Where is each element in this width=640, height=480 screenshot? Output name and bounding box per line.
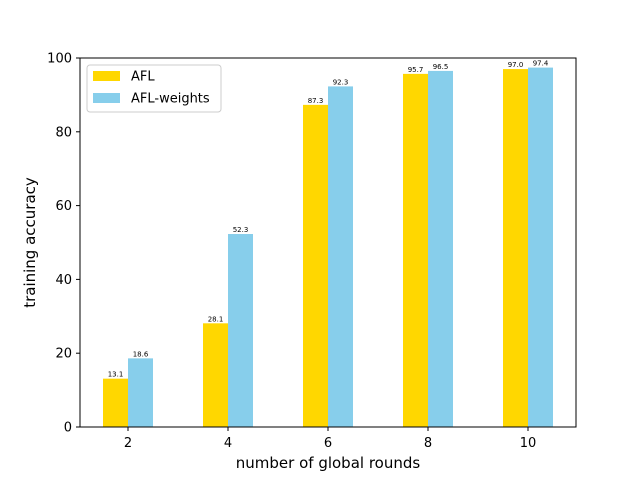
legend: AFL AFL-weights xyxy=(86,64,222,113)
bars-layer xyxy=(103,67,553,428)
data-label-afl-6: 87.3 xyxy=(308,97,324,105)
y-tick-label-40: 40 xyxy=(55,273,72,288)
x-tick-label-2: 2 xyxy=(124,436,132,451)
bar-afl-10 xyxy=(503,69,528,427)
bar-afl-weights-8 xyxy=(428,70,453,427)
y-tick-label-100: 100 xyxy=(47,52,72,67)
x-tick-label-6: 6 xyxy=(324,436,332,451)
x-tick-label-10: 10 xyxy=(520,436,537,451)
bar-afl-weights-10 xyxy=(528,67,553,428)
data-label-afl-weights-10: 97.4 xyxy=(533,60,549,68)
data-label-afl-4: 28.1 xyxy=(208,315,224,323)
y-axis-label: training accuracy xyxy=(21,177,39,308)
x-tick-label-8: 8 xyxy=(424,436,432,451)
bar-afl-8 xyxy=(403,73,428,427)
legend-swatch-afl-weights xyxy=(93,93,120,103)
legend-swatch-afl xyxy=(93,71,120,81)
data-labels-layer: 13.1 18.6 28.1 52.3 87.3 92.3 95.7 96.5 97.0 97.4 xyxy=(108,60,549,379)
bar-afl-weights-6 xyxy=(328,86,353,428)
bar-afl-4 xyxy=(203,323,228,427)
bar-afl-2 xyxy=(103,378,128,427)
data-label-afl-weights-4: 52.3 xyxy=(233,226,249,234)
data-label-afl-weights-2: 18.6 xyxy=(133,350,149,358)
bar-afl-weights-2 xyxy=(128,358,153,427)
legend-box xyxy=(86,64,222,113)
data-label-afl-2: 13.1 xyxy=(108,371,124,379)
bar-afl-6 xyxy=(303,104,328,427)
bar-afl-weights-4 xyxy=(228,234,253,427)
x-tick-label-4: 4 xyxy=(224,436,232,451)
y-tick-label-20: 20 xyxy=(55,347,72,362)
y-ticks-layer: 0 20 40 60 80 100 xyxy=(47,52,80,436)
x-axis-label: number of global rounds xyxy=(236,454,421,472)
legend-label-afl: AFL xyxy=(131,70,155,85)
y-tick-label-80: 80 xyxy=(55,125,72,140)
data-label-afl-weights-8: 96.5 xyxy=(433,63,449,71)
data-label-afl-8: 95.7 xyxy=(408,66,424,74)
x-ticks-layer: 2 4 6 8 10 xyxy=(124,427,536,451)
y-tick-label-60: 60 xyxy=(55,199,72,214)
y-tick-label-0: 0 xyxy=(64,421,72,436)
data-label-afl-10: 97.0 xyxy=(508,61,524,69)
data-label-afl-weights-6: 92.3 xyxy=(333,78,349,86)
legend-label-afl-weights: AFL-weights xyxy=(131,92,210,107)
